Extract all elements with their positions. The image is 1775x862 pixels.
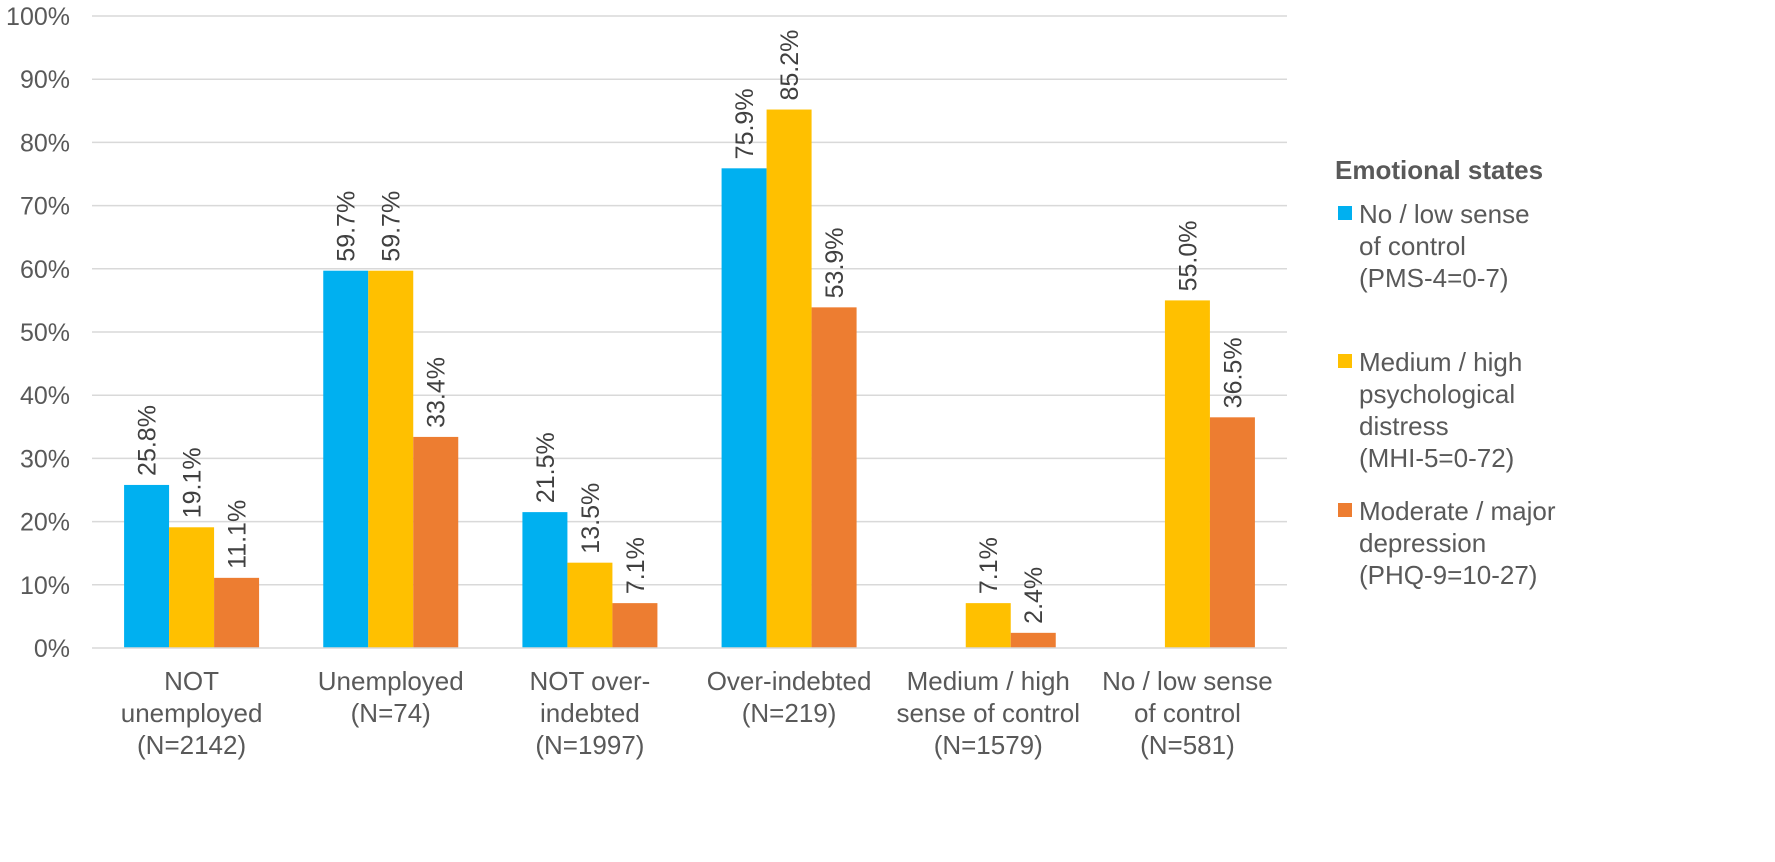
legend-entry-line: No / low sense (1359, 199, 1530, 229)
legend-entry-line: depression (1359, 528, 1486, 558)
legend-entry-line: (PMS-4=0-7) (1359, 263, 1509, 293)
bar (811, 307, 857, 648)
data-label: 7.1% (622, 537, 650, 594)
y-tick-label: 60% (20, 256, 70, 284)
bar (766, 109, 812, 648)
x-category-label: No / low sense of control (N=581) (1102, 666, 1273, 760)
x-category-label-line: (N=219) (742, 698, 837, 728)
bar (169, 527, 215, 648)
legend-entry: Moderate / major depression (PHQ-9=10-27) (1359, 496, 1556, 590)
legend-swatch (1338, 206, 1352, 220)
x-category-label-line: Over-indebted (707, 666, 872, 696)
legend-swatch (1338, 354, 1352, 368)
bar (214, 577, 260, 648)
y-tick-label: 0% (34, 635, 70, 663)
data-label: 55.0% (1174, 221, 1202, 292)
bar (413, 436, 459, 648)
y-tick-label: 90% (20, 66, 70, 94)
y-tick-label: 50% (20, 319, 70, 347)
bar (721, 168, 767, 648)
data-label: 25.8% (134, 405, 162, 476)
bar (1010, 632, 1056, 648)
legend-entry-line: distress (1359, 411, 1449, 441)
x-category-label-line: Unemployed (318, 666, 464, 696)
x-category-label-line: (N=2142) (137, 730, 246, 760)
data-labels: 25.8% 19.1% 11.1% 59.7% 59.7% 33.4% 21.5% 13.5%… (134, 30, 1248, 624)
x-category-label-line: indebted (540, 698, 640, 728)
y-tick-label: 70% (20, 193, 70, 221)
x-category-label: Medium / high sense of control (N=1579) (896, 666, 1080, 760)
x-category-label-line: sense of control (896, 698, 1080, 728)
bars (124, 109, 1255, 648)
legend: Emotional states No / low sense of contro… (1335, 155, 1556, 590)
y-tick-label: 20% (20, 509, 70, 537)
x-category-label-line: (N=1579) (934, 730, 1043, 760)
legend-swatch (1338, 503, 1352, 517)
x-axis-category-labels: NOT unemployed (N=2142) Unemployed (N=74) NOT… (121, 666, 1273, 760)
legend-entry-line: of control (1359, 231, 1466, 261)
legend-entry-line: Moderate / major (1359, 496, 1556, 526)
legend-entry-line: psychological (1359, 379, 1515, 409)
data-label: 36.5% (1219, 337, 1247, 408)
x-category-label-line: (N=581) (1140, 730, 1235, 760)
y-axis-tick-labels: 0% 10% 20% 30% 40% 50% 60% 70% 80% 90% 100% (6, 3, 70, 663)
x-category-label: Unemployed (N=74) (318, 666, 464, 728)
x-category-label: Over-indebted (N=219) (707, 666, 872, 728)
legend-entry-line: Medium / high (1359, 347, 1522, 377)
y-tick-label: 10% (20, 572, 70, 600)
x-category-label-line: NOT (164, 666, 219, 696)
y-tick-label: 40% (20, 382, 70, 410)
data-label: 13.5% (577, 483, 605, 554)
x-category-label-line: (N=74) (351, 698, 431, 728)
bar (323, 270, 369, 648)
data-label: 59.7% (333, 191, 361, 262)
bar (1209, 417, 1255, 648)
x-category-label-line: No / low sense (1102, 666, 1273, 696)
bar (612, 603, 658, 648)
y-tick-label: 80% (20, 129, 70, 157)
data-label: 7.1% (975, 537, 1003, 594)
legend-entry-line: (MHI-5=0-72) (1359, 443, 1514, 473)
data-label: 53.9% (821, 227, 849, 298)
data-label: 85.2% (776, 30, 804, 101)
bar (124, 484, 170, 648)
data-label: 33.4% (423, 357, 451, 428)
data-label: 11.1% (224, 500, 252, 569)
x-category-label: NOT unemployed (N=2142) (121, 666, 263, 760)
x-category-label-line: unemployed (121, 698, 263, 728)
legend-entry-line: (PHQ-9=10-27) (1359, 560, 1537, 590)
data-label: 2.4% (1020, 567, 1048, 624)
x-category-label-line: Medium / high (907, 666, 1070, 696)
data-label: 21.5% (532, 432, 560, 503)
bar (522, 512, 568, 648)
y-tick-label: 100% (6, 3, 70, 31)
bar (567, 562, 613, 648)
data-label: 59.7% (378, 191, 406, 262)
x-category-label-line: NOT over- (529, 666, 650, 696)
x-category-label-line: (N=1997) (535, 730, 644, 760)
legend-entry: No / low sense of control (PMS-4=0-7) (1359, 199, 1530, 293)
data-label: 19.1% (179, 447, 207, 518)
legend-title: Emotional states (1335, 155, 1543, 185)
x-category-label-line: of control (1134, 698, 1241, 728)
data-label: 75.9% (731, 88, 759, 159)
bar (965, 603, 1011, 648)
x-category-label: NOT over-indebted (N=1997) (529, 666, 650, 760)
bar (1164, 300, 1210, 648)
gridlines (92, 15, 1287, 586)
legend-entry: Medium / high psychological distress (MHI-5… (1359, 347, 1522, 473)
y-tick-label: 30% (20, 445, 70, 473)
bar (368, 270, 414, 648)
